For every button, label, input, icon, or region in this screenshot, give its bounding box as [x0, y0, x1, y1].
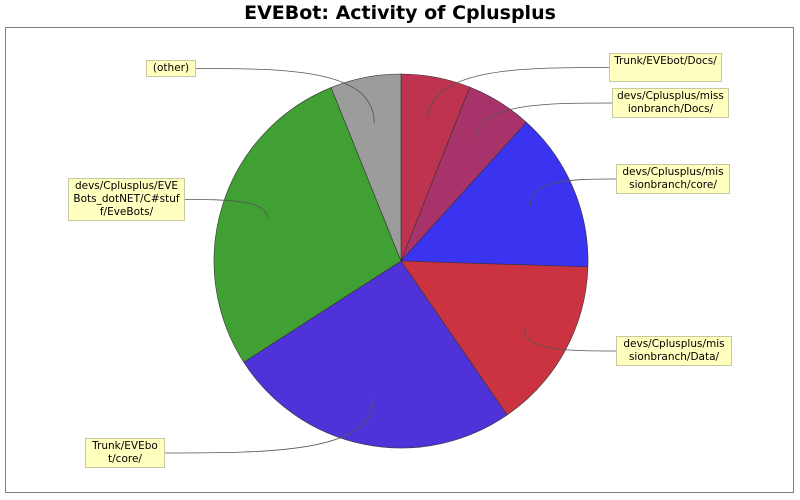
chart-title: EVEBot: Activity of Cplusplus [244, 2, 556, 24]
label-leader-line [426, 67, 610, 124]
pie-slice [400, 260, 589, 416]
pie-chart [164, 67, 617, 454]
slice-label: devs/Cplusplus/EVEBots_dotNET/C#stuff/Ev… [68, 178, 185, 221]
label-leader-line [195, 68, 375, 124]
label-leader-line [164, 398, 374, 454]
plot-area: Trunk/EVEbot/Docs/devs/Cplusplus/mission… [5, 27, 794, 493]
label-leader-line [184, 199, 268, 219]
label-leader-line [529, 178, 617, 207]
slice-label: Trunk/EVEbot/core/ [85, 438, 165, 468]
pie-slice [330, 73, 402, 262]
pie-slice [400, 121, 589, 268]
pie-slice [243, 260, 508, 449]
slice-label: devs/Cplusplus/missionbranch/core/ [616, 164, 730, 194]
slice-label: (other) [146, 60, 196, 77]
slice-label: Trunk/EVEbot/Docs/ [609, 53, 722, 82]
pie-slice [213, 87, 402, 363]
label-leader-line [474, 102, 613, 142]
slice-label: devs/Cplusplus/missionbranch/Data/ [616, 336, 732, 366]
label-leader-line [523, 328, 617, 352]
slice-label: devs/Cplusplus/missionbranch/Docs/ [612, 88, 729, 118]
